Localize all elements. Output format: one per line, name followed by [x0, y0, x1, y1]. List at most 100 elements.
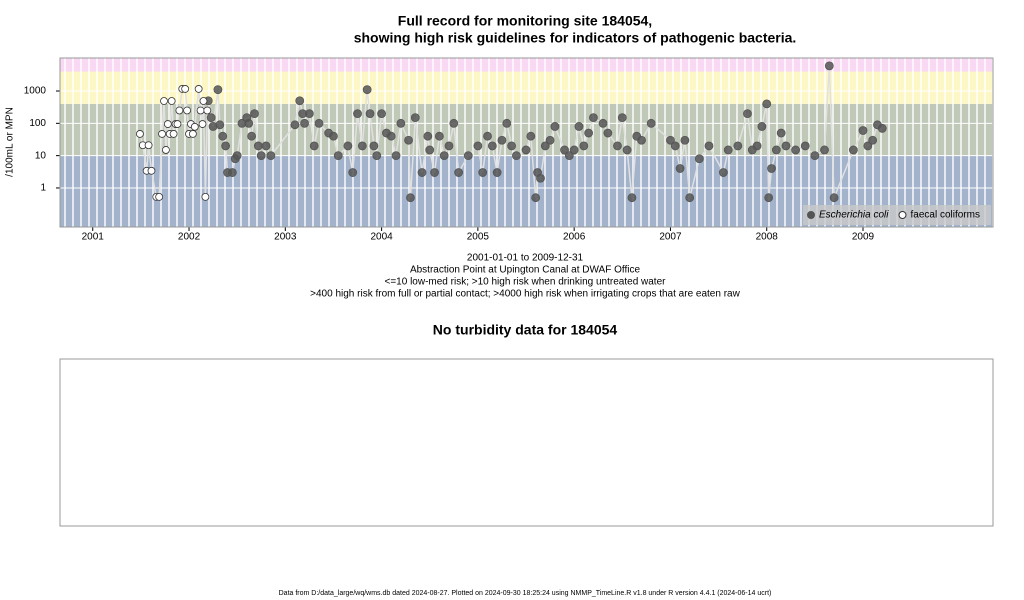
point	[155, 192, 164, 201]
note: Abstraction Point at Upington Canal at D…	[410, 265, 641, 276]
y-tick-label: 1	[40, 183, 46, 194]
point	[637, 135, 646, 145]
point	[752, 141, 762, 151]
point	[410, 113, 420, 123]
point	[540, 141, 550, 151]
y-tick-label: 100	[29, 118, 46, 129]
point	[521, 145, 531, 155]
point	[261, 141, 271, 151]
point	[386, 131, 396, 141]
point	[863, 141, 873, 151]
point	[670, 141, 680, 151]
note: <=10 low-med risk; >10 high risk when dr…	[385, 277, 667, 288]
point	[434, 131, 444, 141]
point	[365, 109, 375, 118]
point	[244, 118, 254, 128]
point	[169, 130, 178, 138]
panel-title: No turbidity data for 184054	[433, 322, 618, 338]
point	[250, 109, 259, 118]
point	[417, 168, 427, 177]
point	[144, 141, 153, 150]
point	[757, 122, 767, 131]
point	[511, 151, 521, 161]
y-tick-label: 1000	[24, 86, 47, 97]
point	[564, 151, 574, 161]
point	[188, 130, 197, 138]
point	[764, 193, 774, 203]
point	[181, 85, 190, 93]
point	[781, 141, 791, 151]
point	[767, 164, 776, 173]
point	[190, 122, 199, 131]
point	[404, 135, 413, 145]
point	[824, 61, 834, 71]
point	[492, 168, 502, 177]
point	[266, 151, 276, 161]
point	[183, 106, 191, 115]
point	[694, 154, 704, 164]
plot-area: 1 10 100 1000 2001 2002 2003 2004 2005 2006 2007 20…	[24, 57, 994, 243]
point	[810, 151, 820, 161]
point	[574, 122, 584, 131]
stripes	[60, 58, 993, 227]
point	[478, 168, 488, 177]
x-tick-label: 2007	[659, 232, 682, 243]
point	[444, 141, 454, 151]
point	[545, 135, 555, 145]
point	[791, 145, 801, 155]
point	[680, 135, 690, 145]
point	[396, 118, 406, 128]
point	[194, 85, 203, 93]
point	[423, 131, 433, 141]
point	[646, 118, 656, 128]
point	[167, 97, 176, 105]
legend-label: faecal coliforms	[910, 210, 979, 221]
point	[526, 131, 536, 141]
x-tick-label: 2003	[274, 232, 297, 243]
point	[348, 168, 358, 177]
point	[206, 113, 216, 123]
point	[369, 141, 379, 151]
x-tick-label: 2009	[852, 232, 875, 243]
point	[743, 109, 752, 118]
point	[463, 151, 473, 161]
point	[304, 109, 314, 118]
point	[536, 173, 545, 183]
point	[675, 164, 685, 173]
point	[502, 118, 512, 128]
point	[295, 96, 305, 106]
point	[685, 193, 695, 203]
point	[162, 146, 170, 154]
point	[507, 141, 516, 151]
x-tick-label: 2008	[756, 232, 779, 243]
point	[221, 141, 231, 151]
point	[858, 126, 868, 135]
point	[247, 131, 257, 141]
point	[829, 193, 839, 203]
point	[487, 141, 497, 151]
point	[584, 128, 594, 138]
note: 2001-01-01 to 2009-12-31	[467, 253, 584, 264]
point	[820, 145, 829, 155]
point	[357, 141, 367, 151]
point	[391, 151, 401, 161]
point	[198, 120, 207, 128]
point	[136, 130, 144, 138]
x-tick-label: 2004	[370, 232, 393, 243]
point	[377, 109, 386, 118]
x-tick-label: 2002	[178, 232, 201, 243]
point	[762, 99, 772, 109]
point	[160, 97, 168, 105]
point	[454, 168, 464, 177]
point	[290, 120, 300, 130]
plot-frame	[59, 57, 994, 228]
point	[329, 131, 338, 141]
point	[719, 168, 728, 177]
point	[227, 168, 237, 177]
empty-panel	[59, 358, 994, 527]
note: >400 high risk from full or partial cont…	[310, 289, 740, 300]
point	[253, 141, 263, 151]
point	[771, 145, 781, 155]
point	[613, 141, 622, 151]
point	[175, 106, 184, 115]
